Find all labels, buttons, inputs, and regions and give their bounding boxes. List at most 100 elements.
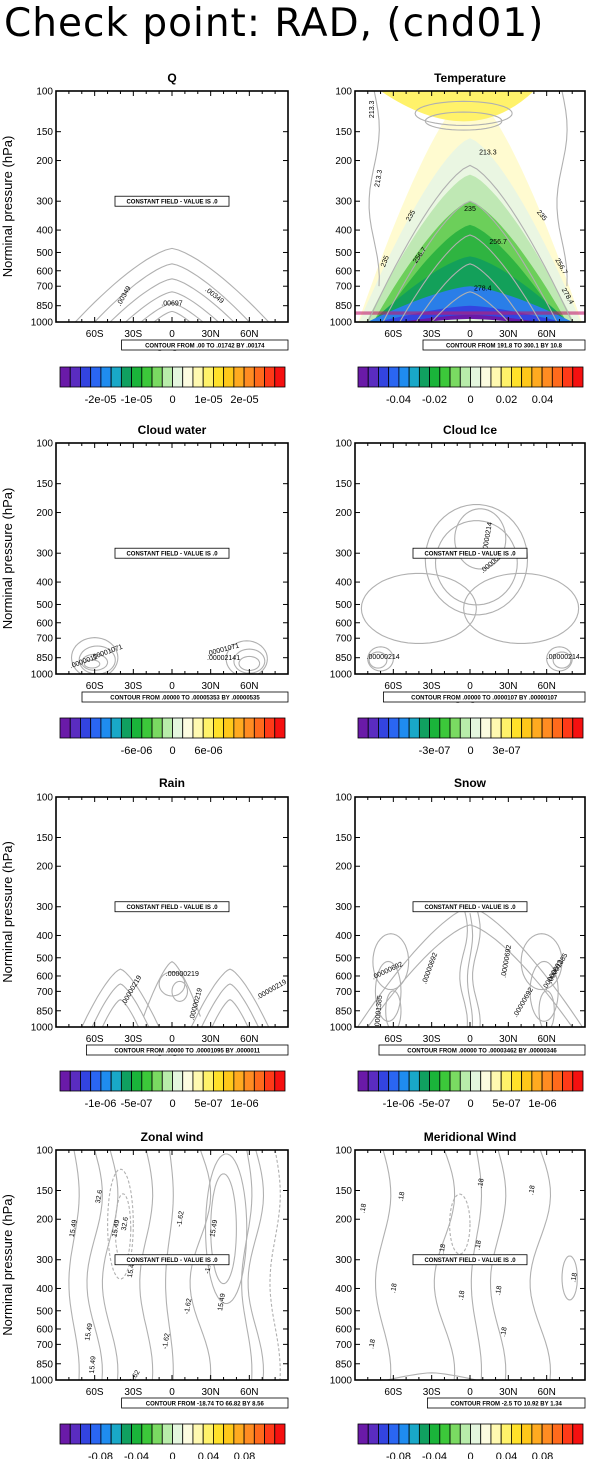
y-tick-label: 700 [36, 1340, 53, 1351]
contour-line [70, 637, 119, 674]
contour-label: .00000214 [547, 654, 580, 661]
y-tick-label: 400 [36, 931, 53, 942]
colorbar: -2e-05 -1e-05 0 1e-05 2e-05 [59, 366, 286, 406]
y-tick-label: 200 [335, 156, 352, 167]
colorbar-cell [90, 1070, 102, 1092]
colorbar-cell [429, 1070, 441, 1092]
colorbar-cell [223, 717, 235, 739]
colorbar-label: 0 [467, 1098, 473, 1110]
colorbar-cell [357, 1070, 369, 1092]
contour-line [158, 971, 186, 997]
colorbar-cell [233, 717, 245, 739]
contour-line [374, 1150, 392, 1380]
colorbar-cell [367, 366, 379, 388]
panel-title: Cloud water [138, 423, 207, 437]
x-tick-label: 30N [499, 329, 517, 340]
contour-info: CONTOUR FROM .00000 TO .00005353 BY .000… [110, 696, 260, 702]
x-tick-label: 0 [467, 1387, 473, 1398]
colorbar-label: -0.02 [422, 394, 447, 406]
panel-title: Temperature [434, 71, 506, 85]
colorbar-label: 2e-05 [230, 394, 258, 406]
contour-line [153, 310, 191, 322]
colorbar-cell [69, 717, 81, 739]
colorbar-cell [243, 717, 255, 739]
contour-line [81, 653, 109, 671]
colorbar-cell [490, 1070, 502, 1092]
colorbar-label: 0.08 [234, 1451, 255, 1459]
colorbar-cell [531, 1070, 543, 1092]
colorbar-cell [264, 1070, 276, 1092]
y-tick-label: 850 [335, 1359, 352, 1370]
contour-info-box [121, 1397, 289, 1409]
x-tick-label: 60S [86, 329, 104, 340]
constant-field-label: CONSTANT FIELD - VALUE IS .0 [424, 552, 516, 558]
colorbar-label: 0 [169, 1451, 175, 1459]
x-tick-label: 60S [384, 1387, 402, 1398]
colorbar-cell [223, 366, 235, 388]
x-tick-label: 0 [169, 1034, 175, 1045]
colorbar-cell [388, 1423, 400, 1445]
y-tick-label: 100 [36, 439, 53, 450]
contour-label: .18 [495, 1285, 504, 1296]
y-tick-label: 300 [335, 197, 352, 208]
x-tick-label: 30S [423, 1034, 441, 1045]
colorbar-cell [233, 366, 245, 388]
y-tick-label: 150 [335, 833, 352, 844]
colorbar-cell [388, 1070, 400, 1092]
colorbar-cell [264, 717, 276, 739]
contour-line [101, 998, 139, 1027]
colorbar-label: 0 [169, 394, 175, 406]
contour-label: -1.62 [176, 1210, 186, 1227]
contour-line [210, 1173, 237, 1285]
constant-field-label: CONSTANT FIELD - VALUE IS .0 [126, 1258, 218, 1264]
colorbar-cell [490, 717, 502, 739]
plot-area: .00001071.0000011.00001071.00002141 [56, 443, 288, 674]
colorbar-cell [490, 366, 502, 388]
y-tick-label: 400 [36, 1284, 53, 1295]
contour-line [140, 302, 204, 322]
colorbar-cell [521, 366, 533, 388]
filled-band [355, 311, 585, 315]
y-tick-label: 700 [335, 282, 352, 293]
colorbar-cell [562, 1423, 574, 1445]
colorbar-cell [213, 1423, 225, 1445]
contour-line [269, 1150, 281, 1380]
colorbar-label: -1e-05 [121, 394, 153, 406]
colorbar-cell [470, 366, 482, 388]
panel-cloud-water: Cloud water .00001071.0000011.00001071.00… [0, 423, 289, 757]
panel-title: Rain [159, 776, 185, 790]
colorbar-cell [172, 717, 184, 739]
constant-field-box [412, 547, 528, 559]
y-tick-label: 200 [335, 1215, 352, 1226]
contour-line [241, 1150, 253, 1380]
contour-line [431, 291, 509, 322]
y-tick-label: 300 [335, 902, 352, 913]
colorbar-cell [151, 1070, 163, 1092]
colorbar-label: 0.04 [496, 1451, 517, 1459]
contour-label: 15.49 [69, 1219, 79, 1238]
colorbar-cell [511, 1423, 523, 1445]
contour-info: CONTOUR FROM -18.74 TO 66.82 BY 8.56 [146, 1402, 265, 1408]
colorbar-cell [223, 1070, 235, 1092]
colorbar-cell [490, 1423, 502, 1445]
colorbar-cell [531, 366, 543, 388]
contour-line [466, 913, 474, 1027]
y-tick-label: 150 [335, 127, 352, 138]
colorbar-cell [357, 717, 369, 739]
x-tick-label: 0 [169, 1387, 175, 1398]
contour-label: .00001385 [374, 995, 384, 1029]
panel-title: Q [167, 71, 176, 85]
colorbar-cell [480, 1070, 492, 1092]
colorbar-cell [253, 1423, 265, 1445]
contour-info: CONTOUR FROM 191.8 TO 300.1 BY 10.8 [446, 344, 563, 350]
constant-field-label: CONSTANT FIELD - VALUE IS .0 [126, 552, 218, 558]
contour-line [463, 572, 580, 644]
contour-info-box [426, 1397, 586, 1409]
colorbar-cell [110, 366, 122, 388]
y-tick-label: 850 [36, 1006, 53, 1017]
contour-line [125, 291, 219, 322]
panel-meridional-wind: Meridional Wind .18 .18 .18 .18 .18 .18 .18 .18.… [330, 1130, 586, 1459]
y-tick-label: 1000 [330, 318, 353, 329]
y-tick-label: 500 [36, 600, 53, 611]
